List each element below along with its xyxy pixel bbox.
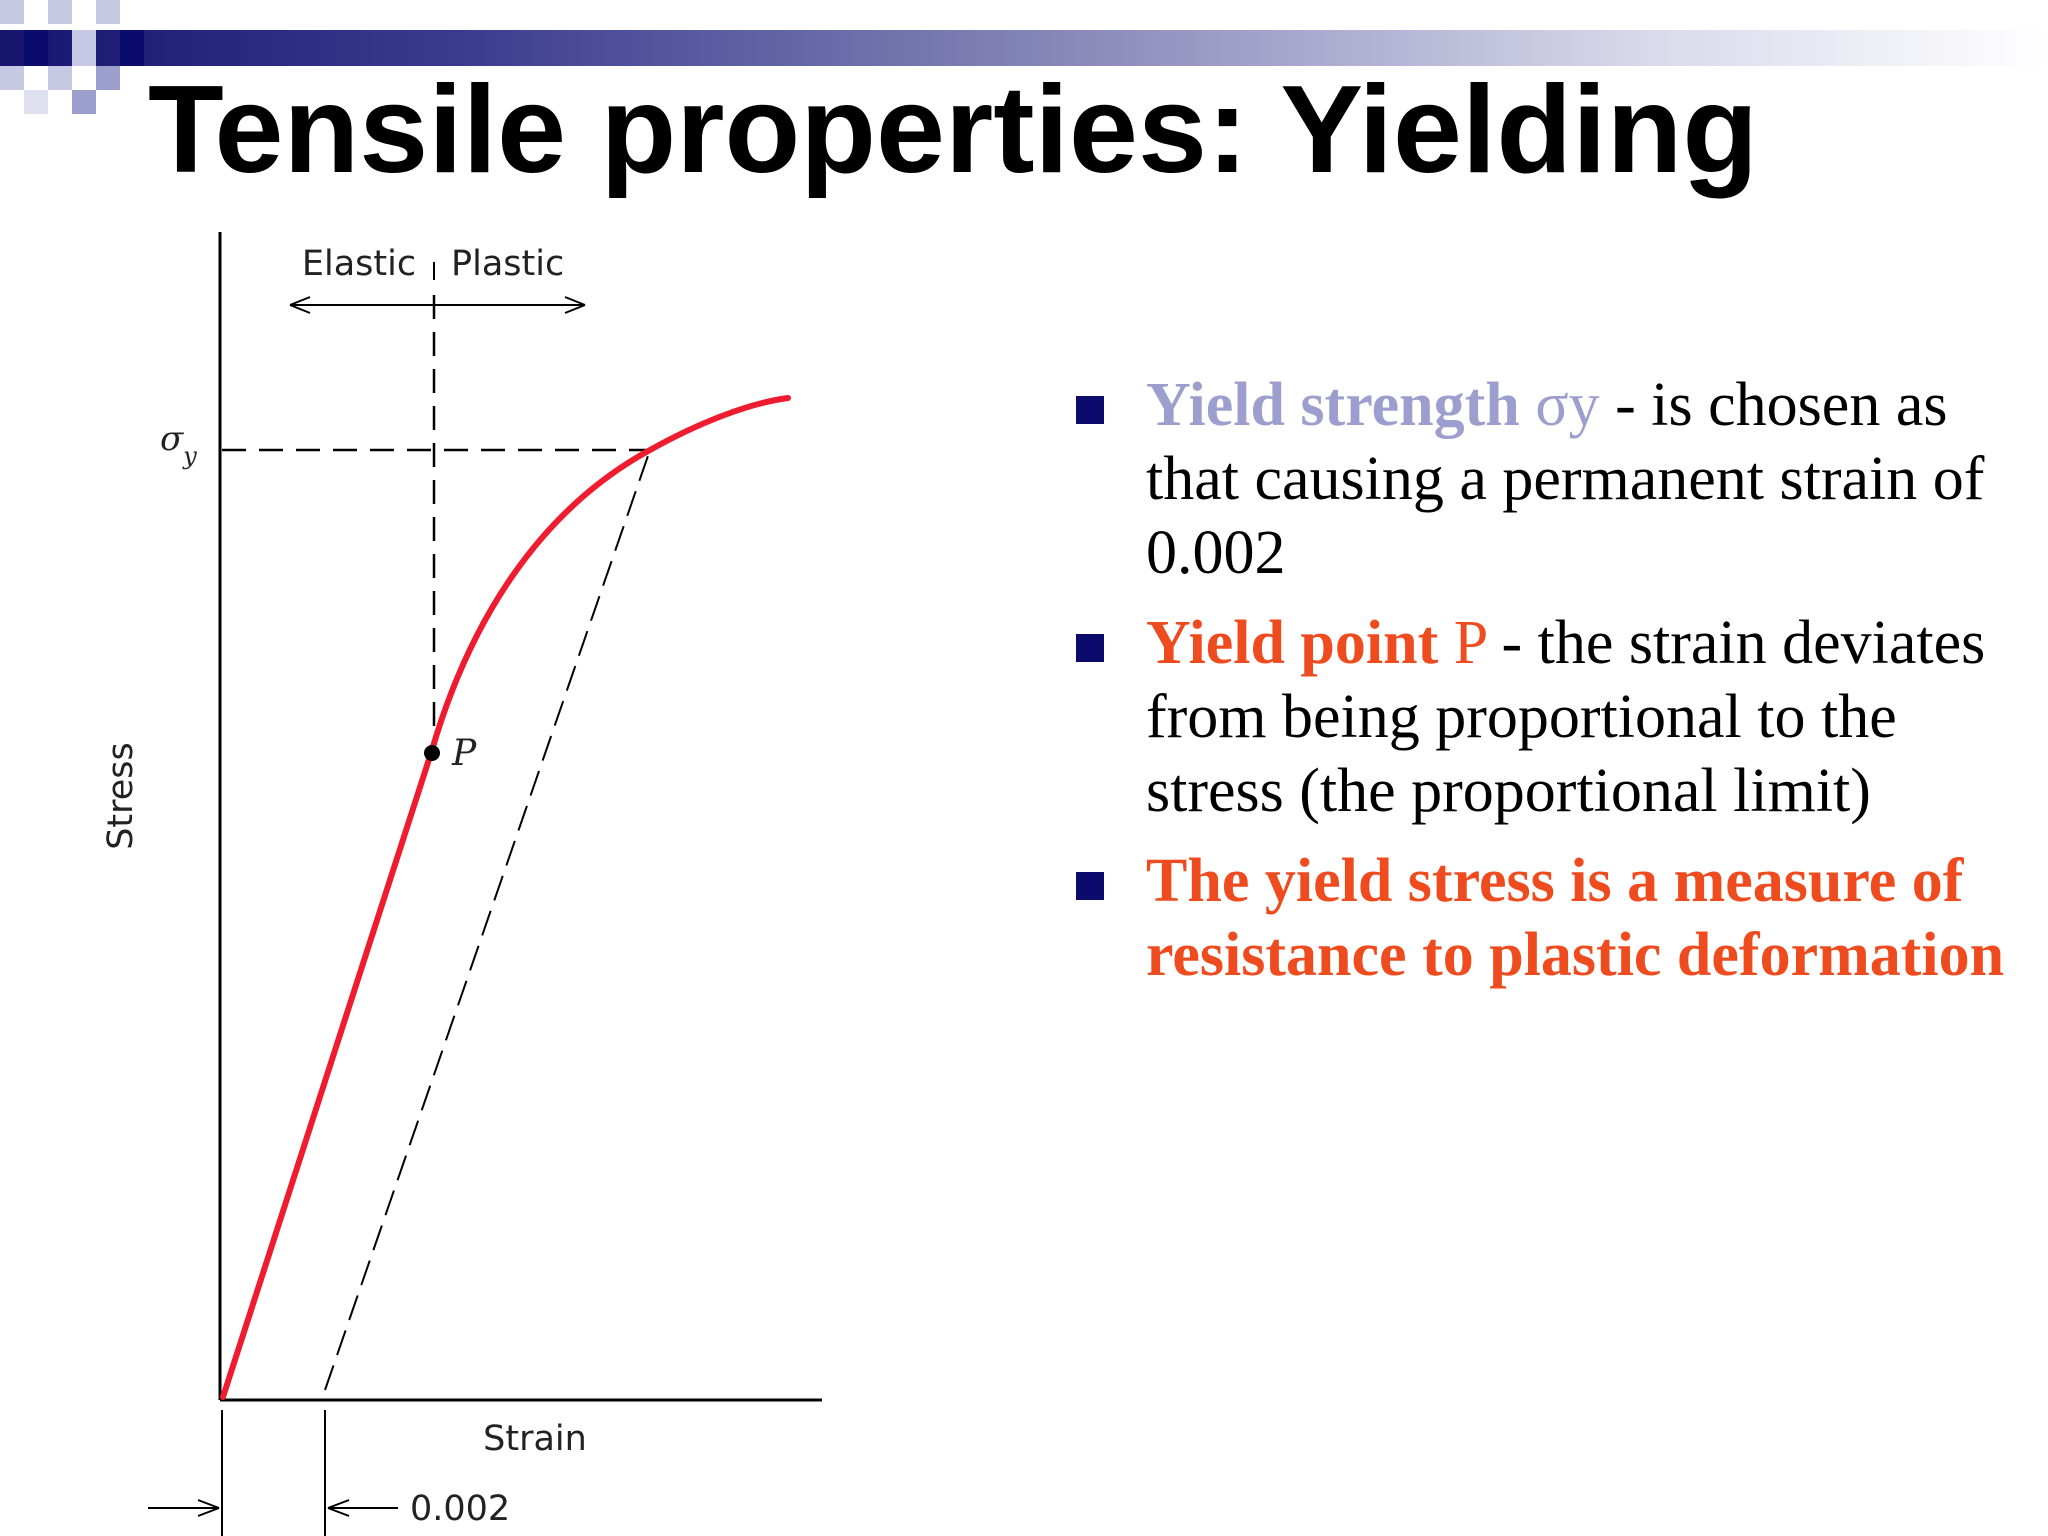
- bullet-square-icon: [1076, 872, 1104, 900]
- stress-strain-diagram: Elastic Plastic P σy Stress Strain 0.002: [101, 232, 822, 1536]
- bullet-yield-point: Yield point P - the strain deviates from…: [1068, 606, 2028, 828]
- yield-stress-text: The yield stress is a measure of resista…: [1146, 847, 2005, 989]
- yield-strength-symbol: σy: [1519, 371, 1600, 439]
- elastic-label: Elastic: [302, 244, 416, 284]
- yield-strength-text: - is chosen as that causing a permanent …: [1146, 371, 1985, 587]
- offset-value-label: 0.002: [410, 1489, 510, 1529]
- yield-point-term: Yield point: [1146, 609, 1439, 677]
- yield-point-marker: [424, 745, 440, 761]
- bullet-yield-strength: Yield strength σy - is chosen as that ca…: [1068, 368, 2028, 590]
- header-gradient-band: [0, 30, 2048, 66]
- bullet-square-icon: [1076, 634, 1104, 662]
- offset-arrowhead-left-icon: [327, 1499, 350, 1517]
- x-axis-label: Strain: [483, 1419, 587, 1459]
- bullet-yield-stress: The yield stress is a measure of resista…: [1068, 844, 2028, 992]
- right-arrowhead-icon: [564, 296, 586, 314]
- yield-point-text: - the strain deviates from being proport…: [1146, 609, 1986, 825]
- yield-strength-term: Yield strength: [1146, 371, 1520, 439]
- stress-strain-curve: [220, 395, 791, 1400]
- offset-arrowhead-right-icon: [197, 1499, 220, 1517]
- yield-point-symbol: P: [1438, 609, 1486, 677]
- yield-point-label: P: [451, 733, 477, 774]
- sigma-y-label: σy: [160, 419, 197, 470]
- y-axis-label: Stress: [101, 742, 141, 850]
- offset-line: [324, 449, 651, 1391]
- page-title: Tensile properties: Yielding: [148, 61, 1759, 199]
- bullet-list: Yield strength σy - is chosen as that ca…: [1068, 368, 2028, 1008]
- left-arrowhead-icon: [289, 296, 311, 314]
- bullet-square-icon: [1076, 396, 1104, 424]
- plastic-label: Plastic: [451, 244, 564, 284]
